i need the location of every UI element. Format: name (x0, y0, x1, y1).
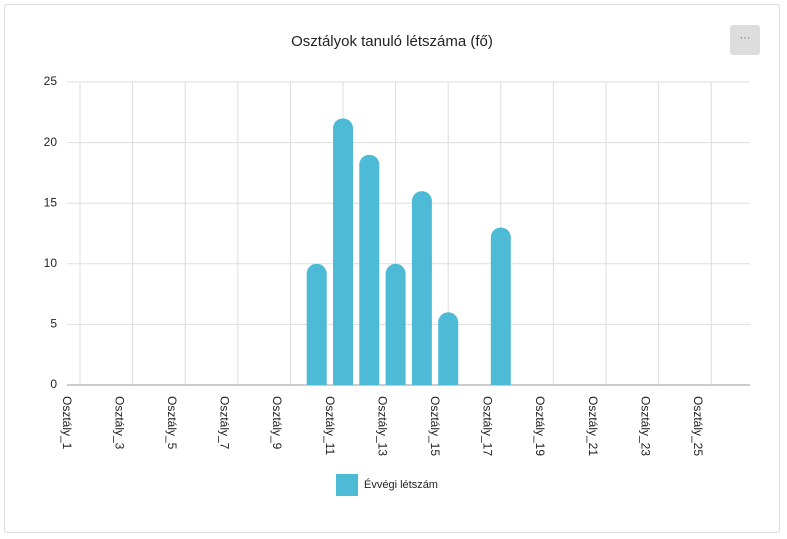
x-tick-label: Osztály_19 (533, 396, 547, 456)
x-tick-label: Osztály_5 (165, 396, 179, 450)
x-tick-label: Osztály_7 (218, 396, 232, 450)
y-tick-label: 0 (50, 377, 57, 391)
menu-button[interactable]: ··· (730, 25, 760, 55)
bar (490, 227, 511, 385)
x-tick-label: Osztály_25 (691, 396, 705, 456)
x-tick-label: Osztály_23 (638, 396, 652, 456)
bar (385, 263, 406, 385)
y-tick-label: 10 (44, 256, 58, 270)
x-tick-label: Osztály_13 (375, 396, 389, 456)
x-tick-label: Osztály_17 (481, 396, 495, 456)
bar (438, 312, 459, 385)
y-tick-label: 5 (50, 317, 57, 331)
card (4, 4, 780, 533)
y-tick-label: 15 (44, 195, 58, 209)
y-tick-label: 25 (44, 74, 58, 88)
bar (411, 191, 432, 385)
bar (306, 263, 327, 385)
bar (333, 118, 353, 386)
x-tick-label: Osztály_1 (60, 396, 74, 450)
x-tick-label: Osztály_3 (112, 396, 126, 450)
bar (359, 154, 380, 385)
x-tick-label: Osztály_15 (428, 396, 442, 456)
legend-label: Évvégi létszám (364, 478, 438, 491)
chart-title: Osztályok tanuló létszáma (fő) (291, 33, 493, 50)
x-tick-label: Osztály_11 (323, 396, 337, 455)
x-tick-label: Osztály_9 (270, 396, 284, 450)
x-tick-label: Osztály_21 (586, 396, 600, 456)
y-tick-label: 20 (44, 135, 58, 149)
legend-swatch (336, 474, 358, 496)
